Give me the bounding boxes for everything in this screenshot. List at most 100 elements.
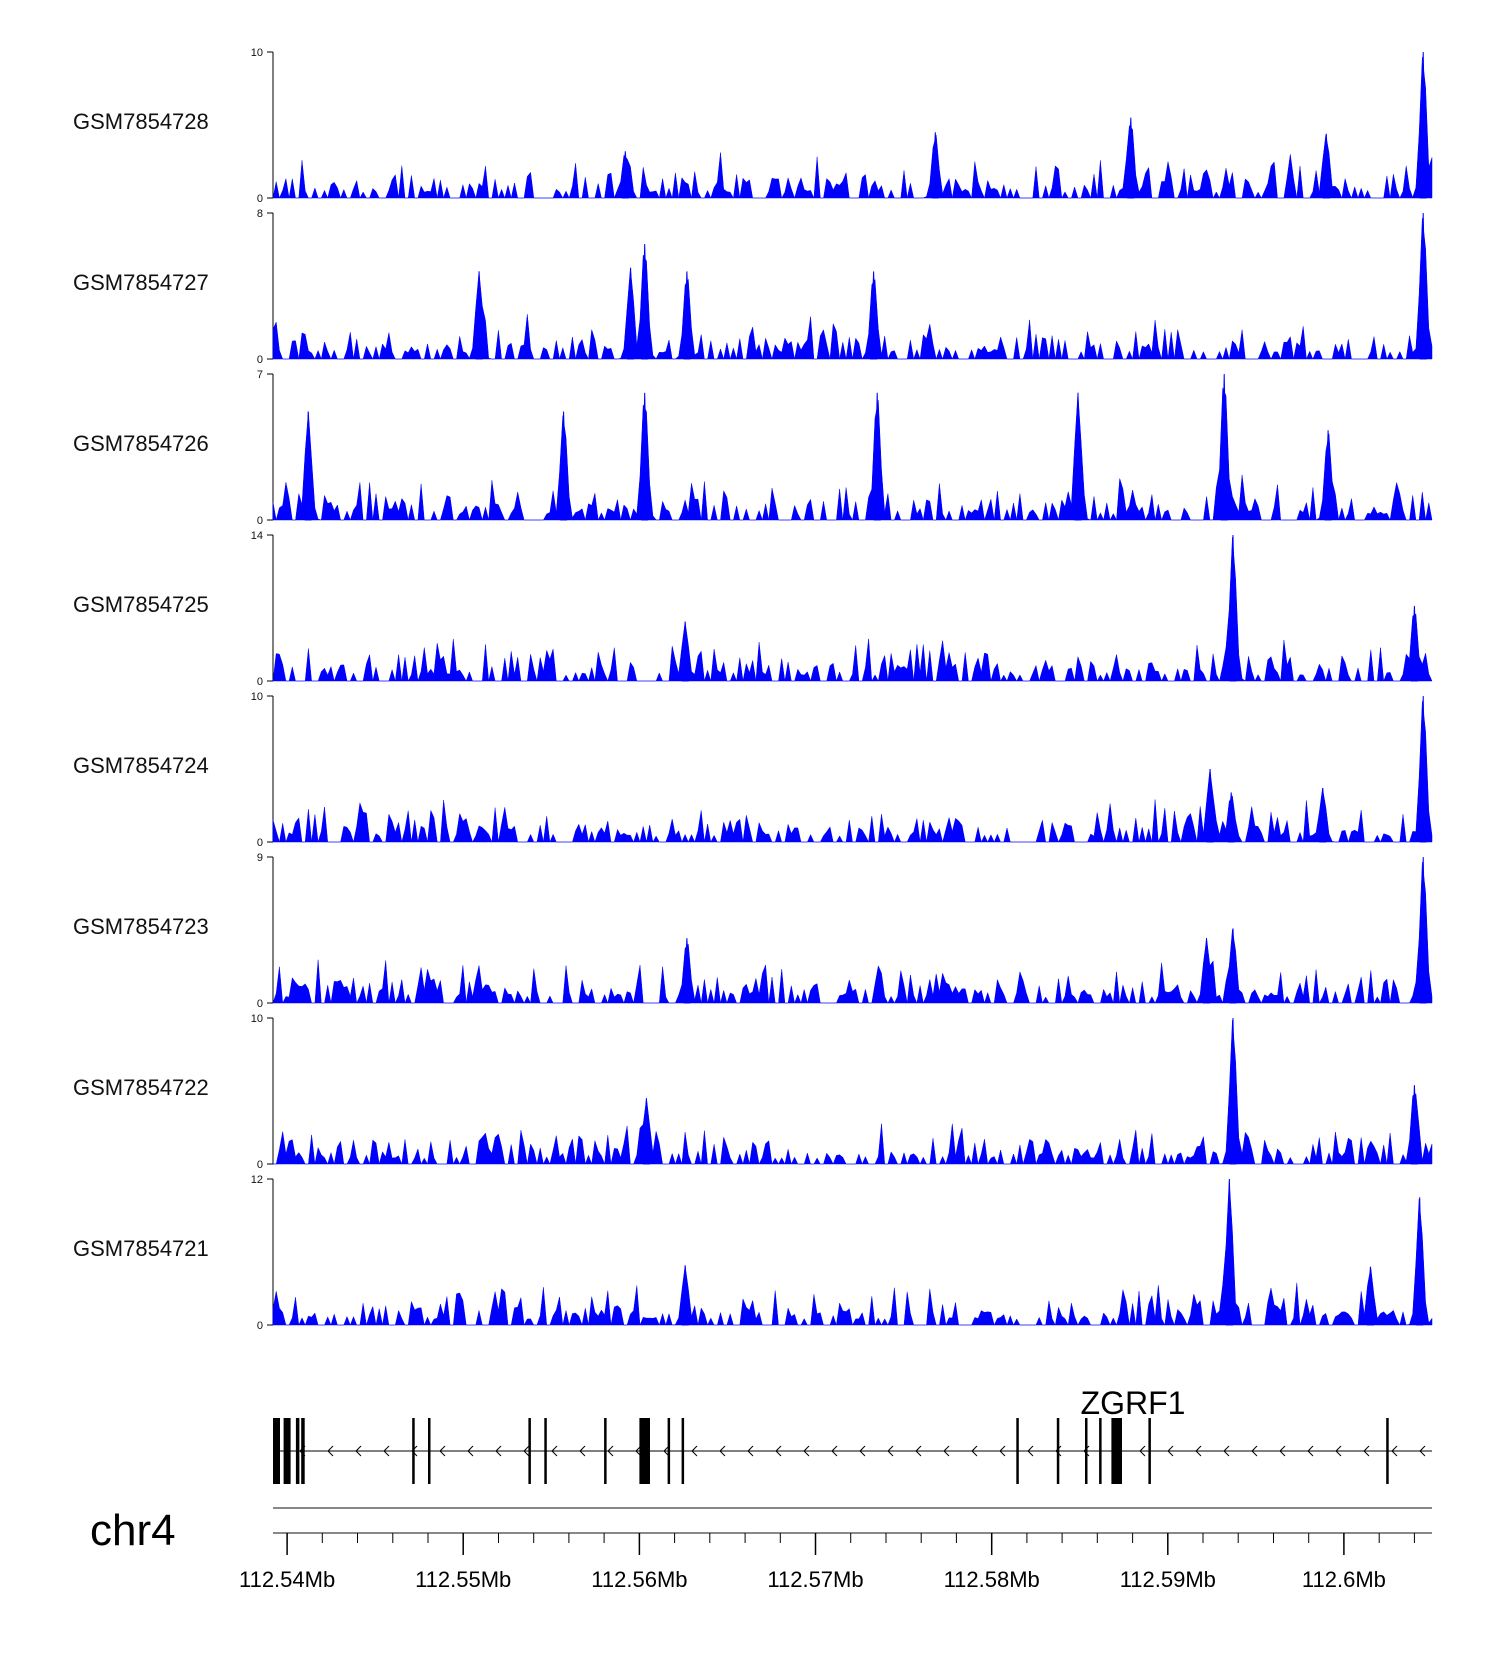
strand-arrow	[915, 1445, 922, 1457]
track-label: GSM7854723	[73, 914, 209, 939]
y-tick-label-max: 7	[257, 369, 263, 381]
coverage-peak	[870, 271, 878, 360]
x-tick-label: 112.58Mb	[944, 1567, 1040, 1592]
coverage-peak	[641, 243, 649, 360]
y-tick-label-max: 8	[257, 208, 263, 220]
coverage-peak	[641, 392, 649, 521]
strand-arrow	[383, 1445, 390, 1457]
strand-arrow	[1391, 1445, 1398, 1457]
coverage-peak	[1206, 768, 1214, 843]
coverage-peak	[681, 621, 689, 682]
coverage-peak	[642, 1098, 650, 1165]
coverage-peak	[1225, 1178, 1233, 1326]
strand-arrow	[691, 1445, 698, 1457]
exon	[301, 1418, 305, 1484]
strand-arrow	[1055, 1445, 1062, 1457]
y-tick-label-min: 0	[257, 193, 263, 205]
strand-arrow	[831, 1445, 838, 1457]
strand-arrow	[859, 1445, 866, 1457]
track-label: GSM7854728	[73, 109, 209, 134]
exon	[544, 1418, 547, 1484]
y-tick-label-min: 0	[257, 1320, 263, 1332]
exon	[1056, 1418, 1060, 1484]
strand-arrow	[495, 1445, 502, 1457]
exon	[681, 1418, 685, 1484]
x-tick-label: 112.54Mb	[239, 1567, 335, 1592]
coverage-peak	[873, 392, 881, 521]
x-tick-label: 112.56Mb	[591, 1567, 687, 1592]
track-label: GSM7854726	[73, 431, 209, 456]
strand-arrow	[439, 1445, 446, 1457]
strand-arrow	[887, 1445, 894, 1457]
coverage-tracks: GSM7854728100GSM785472780GSM785472670GSM…	[73, 47, 1433, 1332]
gene-label: ZGRF1	[1081, 1385, 1186, 1421]
strand-arrow	[1251, 1445, 1258, 1457]
coverage-area	[272, 387, 1433, 521]
coverage-area	[273, 1020, 1433, 1165]
coverage-area	[272, 862, 1433, 1004]
y-tick-label-max: 10	[251, 1013, 263, 1025]
x-tick-label: 112.59Mb	[1120, 1567, 1216, 1592]
strand-arrow	[607, 1445, 614, 1457]
y-tick-label-max: 10	[251, 691, 263, 703]
strand-arrow	[1195, 1445, 1202, 1457]
strand-arrow	[1335, 1445, 1342, 1457]
coverage-peak	[1410, 1085, 1418, 1165]
strand-arrow	[803, 1445, 810, 1457]
strand-arrow	[999, 1445, 1006, 1457]
exon	[528, 1418, 531, 1484]
strand-arrow	[1167, 1445, 1174, 1457]
strand-arrow	[747, 1445, 754, 1457]
strand-arrow	[1139, 1445, 1146, 1457]
strand-arrow	[355, 1445, 362, 1457]
track-label: GSM7854721	[73, 1236, 209, 1261]
coverage-peak	[1229, 928, 1237, 1004]
exon	[1099, 1418, 1102, 1484]
coverage-peak	[304, 411, 312, 521]
genomic-axis: chr4 112.54Mb 112.55Mb 112.56Mb 112.57Mb 112…	[90, 1506, 1432, 1592]
y-tick-label-max: 14	[251, 530, 263, 542]
exon	[1016, 1418, 1019, 1484]
coverage-peak	[683, 938, 691, 1004]
exon	[639, 1418, 650, 1484]
coverage-peak	[1366, 1266, 1374, 1326]
y-tick-label-max: 12	[251, 1174, 263, 1186]
track-label: GSM7854724	[73, 753, 209, 778]
x-tick-label: 112.57Mb	[767, 1567, 863, 1592]
coverage-peak	[1410, 605, 1418, 682]
coverage-peak	[475, 271, 483, 360]
coverage-peak	[931, 132, 939, 199]
coverage-peak	[1324, 430, 1332, 521]
coverage-peak	[683, 271, 691, 360]
exon	[1386, 1418, 1389, 1484]
strand-arrow	[971, 1445, 978, 1457]
exon	[1085, 1418, 1088, 1484]
strand-arrow	[1363, 1445, 1370, 1457]
strand-arrow	[1027, 1445, 1034, 1457]
y-tick-label-min: 0	[257, 998, 263, 1010]
coverage-peak	[1227, 792, 1235, 843]
y-tick-label-min: 0	[257, 837, 263, 849]
coverage-area	[272, 701, 1433, 843]
track-GSM7854721: GSM7854721 12 0	[73, 1174, 1433, 1332]
strand-arrow	[411, 1445, 418, 1457]
strand-arrow	[1419, 1445, 1426, 1457]
strand-arrow	[1223, 1445, 1230, 1457]
track-GSM7854723: GSM7854723 9 0	[73, 852, 1433, 1010]
strand-arrow	[467, 1445, 474, 1457]
y-tick-label-min: 0	[257, 676, 263, 688]
exon	[1111, 1418, 1122, 1484]
coverage-area	[272, 218, 1433, 360]
coverage-peak	[1202, 938, 1211, 1004]
strand-arrow	[523, 1445, 530, 1457]
coverage-area	[272, 537, 1433, 682]
coverage-area	[272, 57, 1433, 199]
strand-arrow	[1307, 1445, 1314, 1457]
coverage-peak	[560, 411, 568, 521]
coverage-area	[272, 1179, 1433, 1326]
exon	[667, 1418, 671, 1484]
track-GSM7854725: GSM7854725 14 0	[73, 530, 1433, 688]
coverage-peak	[627, 267, 635, 360]
coverage-peak	[1229, 1017, 1237, 1165]
